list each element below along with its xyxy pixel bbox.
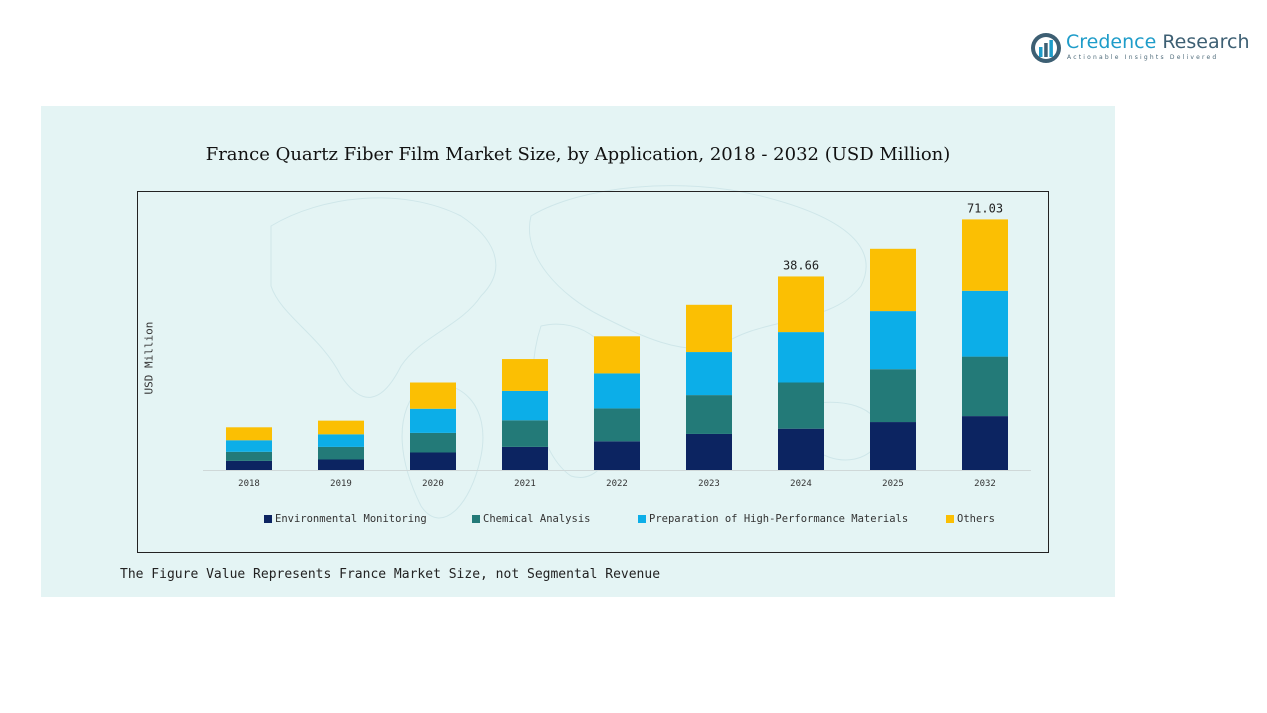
bar-others-2018 [226,427,272,441]
bar-others-2021 [502,359,548,391]
bar-environmental-monitoring-2024 [778,428,824,470]
legend-item-environmental-monitoring: Environmental Monitoring [264,513,427,525]
legend-item-preparation-of-high-performance-materials: Preparation of High-Performance Material… [638,513,908,525]
bar-chemical-analysis-2032 [962,356,1008,417]
legend-label: Preparation of High-Performance Material… [649,513,909,525]
bar-environmental-monitoring-2025 [870,422,916,470]
legend-swatch [472,515,480,523]
x-tick-label: 2022 [606,479,628,489]
bar-others-2023 [686,304,732,353]
legend-item-others: Others [946,513,995,525]
x-tick-label: 2024 [790,479,812,489]
data-label-2032: 71.03 [967,201,1003,215]
legend-label: Others [957,513,995,525]
bar-preparation-of-high-performance-materials-2023 [686,352,732,396]
bar-preparation-of-high-performance-materials-2032 [962,290,1008,357]
legend-swatch [946,515,954,523]
bar-others-2020 [410,382,456,409]
bar-others-2024 [778,276,824,333]
brand-name-part1: Credence [1066,31,1157,53]
bar-preparation-of-high-performance-materials-2021 [502,390,548,421]
x-tick-label: 2032 [974,479,996,489]
plot-area [137,191,1049,553]
bar-others-2019 [318,420,364,435]
bar-preparation-of-high-performance-materials-2018 [226,440,272,452]
bar-others-2022 [594,336,640,374]
bar-environmental-monitoring-2021 [502,446,548,470]
legend-swatch [638,515,646,523]
bar-preparation-of-high-performance-materials-2024 [778,332,824,383]
legend-swatch [264,515,272,523]
bar-chemical-analysis-2018 [226,451,272,461]
brand-name: Credence Research [1066,31,1249,53]
bar-chemical-analysis-2023 [686,395,732,434]
bar-preparation-of-high-performance-materials-2020 [410,408,456,433]
x-tick-label: 2025 [882,479,904,489]
bar-preparation-of-high-performance-materials-2019 [318,434,364,447]
logo-icon [1031,33,1061,63]
chart-title: France Quartz Fiber Film Market Size, by… [205,144,951,165]
legend-item-chemical-analysis: Chemical Analysis [472,513,590,525]
bar-preparation-of-high-performance-materials-2025 [870,311,916,370]
bar-others-2025 [870,248,916,312]
bar-chemical-analysis-2022 [594,408,640,442]
data-label-2024: 38.66 [783,258,819,272]
bar-chemical-analysis-2019 [318,446,364,460]
bar-environmental-monitoring-2022 [594,441,640,470]
bar-chemical-analysis-2021 [502,420,548,447]
brand-logo: Credence Research Actionable Insights De… [1030,30,1249,66]
chart-panel: France Quartz Fiber Film Market Size, by… [41,106,1115,597]
bar-chemical-analysis-2020 [410,432,456,453]
x-tick-label: 2020 [422,479,444,489]
bar-environmental-monitoring-2018 [226,460,272,470]
bar-chemical-analysis-2025 [870,369,916,423]
bar-environmental-monitoring-2020 [410,452,456,470]
legend: Environmental Monitoring Chemical Analysi… [137,513,1049,529]
bar-environmental-monitoring-2019 [318,459,364,470]
bar-environmental-monitoring-2032 [962,416,1008,470]
chart-svg: 2018 2019 2020 2021 2022 2023 2024 38.66 2025 203… [203,201,1031,489]
x-tick-label: 2023 [698,479,720,489]
legend-label: Environmental Monitoring [275,513,427,525]
bar-others-2032 [962,219,1008,291]
x-tick-label: 2018 [238,479,260,489]
x-tick-label: 2019 [330,479,352,489]
bar-environmental-monitoring-2023 [686,433,732,470]
bar-chemical-analysis-2024 [778,382,824,429]
legend-label: Chemical Analysis [483,513,591,525]
bar-preparation-of-high-performance-materials-2022 [594,373,640,409]
brand-name-part2: Research [1162,31,1250,53]
footnote: The Figure Value Represents France Marke… [120,567,661,582]
brand-tagline: Actionable Insights Delivered [1067,54,1219,61]
x-tick-label: 2021 [514,479,536,489]
